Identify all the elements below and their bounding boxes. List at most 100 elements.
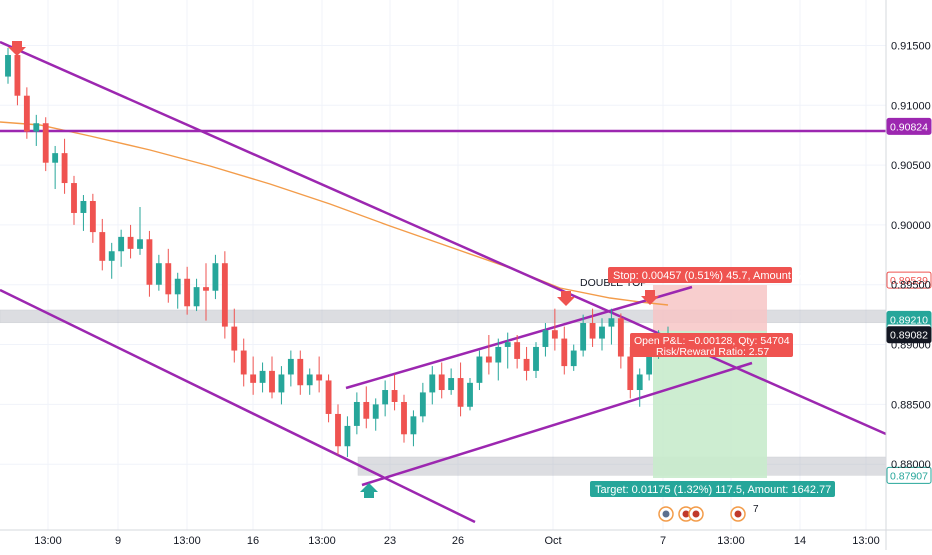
event-count: 7	[753, 504, 759, 515]
x-tick-label: 26	[452, 535, 464, 547]
candle-body	[636, 374, 643, 391]
x-tick-label: 13:00	[717, 535, 745, 547]
candle-body	[419, 392, 426, 417]
stop-zone	[653, 285, 767, 331]
y-tick-label: 0.91500	[891, 40, 931, 52]
candle-body	[127, 236, 134, 249]
candles	[5, 44, 671, 458]
candle-body	[438, 374, 445, 391]
candle-body	[363, 401, 370, 419]
position-tool[interactable]	[653, 285, 767, 478]
candle-body	[627, 356, 634, 391]
candle-body	[316, 374, 323, 381]
candle-body	[231, 326, 238, 351]
candle-body	[410, 416, 417, 435]
candle-body	[269, 370, 275, 393]
candle-body	[193, 287, 200, 307]
x-tick-label: 9	[115, 535, 121, 547]
candle-body	[617, 318, 624, 357]
up-arrow-icon	[360, 483, 378, 498]
price-zone[interactable]	[357, 456, 887, 476]
candle-body	[476, 356, 483, 383]
candle-body	[221, 263, 228, 327]
candle-body	[14, 55, 21, 96]
candle-body	[608, 318, 615, 327]
ascending-upper-trendline[interactable]	[345, 285, 693, 390]
candle-body	[504, 342, 511, 347]
down-arrow-icon	[557, 291, 575, 306]
y-tick-label: 0.90500	[891, 160, 931, 172]
candle-body	[203, 287, 209, 291]
candle-body	[382, 390, 389, 405]
y-tick-label: 0.91000	[891, 100, 931, 112]
price-tag-stop	[886, 271, 932, 289]
candle-body	[457, 378, 464, 407]
price-tag-text-current: 0.89210	[890, 314, 928, 326]
trendlines[interactable]	[0, 40, 887, 524]
candle-body	[467, 382, 473, 407]
price-tag-text-hline: 0.90824	[890, 121, 928, 133]
candle-body	[372, 404, 379, 419]
candle-body	[61, 153, 68, 184]
candle-body	[533, 346, 539, 371]
y-tick-label: 0.88000	[891, 459, 931, 471]
candle-body	[80, 200, 87, 213]
candle-body	[551, 330, 558, 339]
candle-body	[429, 374, 436, 393]
event-flag-center	[692, 510, 700, 518]
candle-body	[99, 232, 106, 261]
x-tick-label: 13:00	[34, 535, 62, 547]
event-flag-center	[734, 510, 742, 518]
candle-body	[448, 378, 455, 391]
price-tag-text-target: 0.87907	[890, 470, 928, 482]
y-tick-label: 0.89500	[891, 280, 931, 292]
candle-body	[240, 350, 247, 375]
labels: 0.908240.895390.8921030:290.890820.87907…	[580, 117, 932, 497]
candle-body	[561, 338, 568, 367]
candle-body	[89, 200, 96, 233]
candle-body	[570, 350, 577, 367]
price-tag-text-entry: 0.89082	[890, 330, 928, 342]
candle-body	[580, 323, 587, 351]
risk-reward-text: Risk/Reward Ratio: 2.57	[656, 346, 769, 358]
x-tick-label: 13:00	[852, 535, 880, 547]
candle-body	[391, 390, 398, 402]
event-flag-center	[682, 510, 690, 518]
y-tick-label: 0.89000	[891, 340, 931, 352]
candle-body	[212, 263, 219, 291]
candle-body	[42, 123, 49, 163]
candle-body	[306, 374, 313, 386]
candle-body	[297, 358, 304, 386]
candle-body	[344, 425, 351, 447]
x-tick-label: 13:00	[308, 535, 336, 547]
candle-body	[165, 263, 172, 295]
target-badge-text: Target: 0.01175 (1.32%) 117.5, Amount: 1…	[595, 484, 831, 496]
candle-body	[646, 350, 653, 375]
candle-body	[589, 323, 596, 339]
candle-body	[514, 342, 521, 359]
moving-average	[0, 121, 669, 306]
price-tag-target	[886, 466, 932, 484]
candle-body	[325, 380, 332, 414]
candle-body	[174, 278, 181, 295]
down-arrow-icon	[8, 41, 26, 56]
candle-body	[523, 358, 530, 371]
ascending-lower-trendline[interactable]	[361, 361, 753, 487]
y-tick-label: 0.88500	[891, 399, 931, 411]
descending-lower-trendline[interactable]	[0, 288, 476, 524]
candle-body	[155, 263, 162, 285]
price-tag-hline	[886, 117, 932, 135]
candle-body	[5, 55, 11, 77]
x-tick-label: 7	[660, 535, 666, 547]
descending-upper-trendline[interactable]	[0, 40, 887, 436]
candle-body	[401, 401, 407, 435]
candle-body	[108, 251, 115, 261]
candle-body	[23, 95, 30, 132]
candle-body	[542, 330, 549, 347]
candle-body	[137, 239, 143, 249]
grid	[0, 0, 886, 530]
price-tag-entry	[886, 326, 932, 344]
candle-body	[259, 370, 266, 383]
